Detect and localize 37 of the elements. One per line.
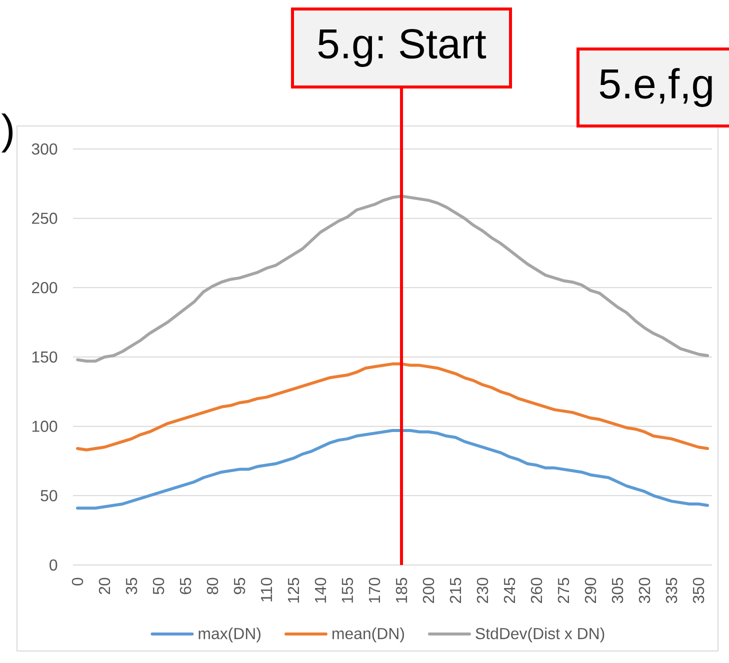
x-tick-label: 245 [504, 578, 516, 603]
x-tick-label: 50 [152, 578, 164, 594]
x-tick-label: 230 [476, 578, 488, 603]
x-tick-label: 260 [530, 578, 542, 603]
y-tick-label: 0 [50, 559, 58, 571]
x-tick-label: 320 [638, 578, 650, 604]
text: 5.e,f,g [600, 68, 712, 107]
x-tick-label: 275 [558, 578, 570, 603]
x-tick-label: 290 [584, 578, 596, 603]
legend-label: StdDev(Dist x DN) [476, 628, 604, 642]
legend-label: max(DN) [198, 628, 260, 642]
x-tick-label: 35 [126, 578, 138, 594]
x-tick-label: 185 [396, 578, 408, 603]
x-tick-label: 110 [260, 578, 272, 602]
x-tick-label: 140 [314, 578, 326, 603]
y-tick-label: 150 [32, 351, 58, 363]
x-tick-label: 65 [180, 578, 192, 594]
x-tick-label: 200 [422, 578, 434, 603]
x-tick-label: 95 [234, 578, 246, 594]
x-tick-label: 215 [450, 578, 462, 603]
ref-line-label: 5.g: Start [318, 29, 486, 67]
y-tick-label: 50 [40, 490, 58, 502]
x-tick-label: 0 [72, 578, 84, 586]
x-tick-label: 305 [612, 578, 624, 604]
text: ) [1, 113, 13, 152]
x-tick-label: 350 [692, 578, 704, 604]
legend-label: mean(DN) [332, 628, 404, 642]
y-tick-label: 250 [32, 212, 58, 224]
x-tick-label: 170 [368, 578, 380, 603]
x-tick-label: 335 [666, 578, 678, 604]
x-tick-label: 20 [98, 578, 110, 594]
y-tick-label: 200 [32, 282, 58, 294]
x-tick-label: 125 [288, 578, 300, 603]
x-tick-label: 80 [206, 578, 218, 594]
y-tick-label: 300 [32, 143, 58, 155]
x-tick-label: 155 [342, 578, 354, 603]
y-tick-label: 100 [32, 420, 58, 432]
